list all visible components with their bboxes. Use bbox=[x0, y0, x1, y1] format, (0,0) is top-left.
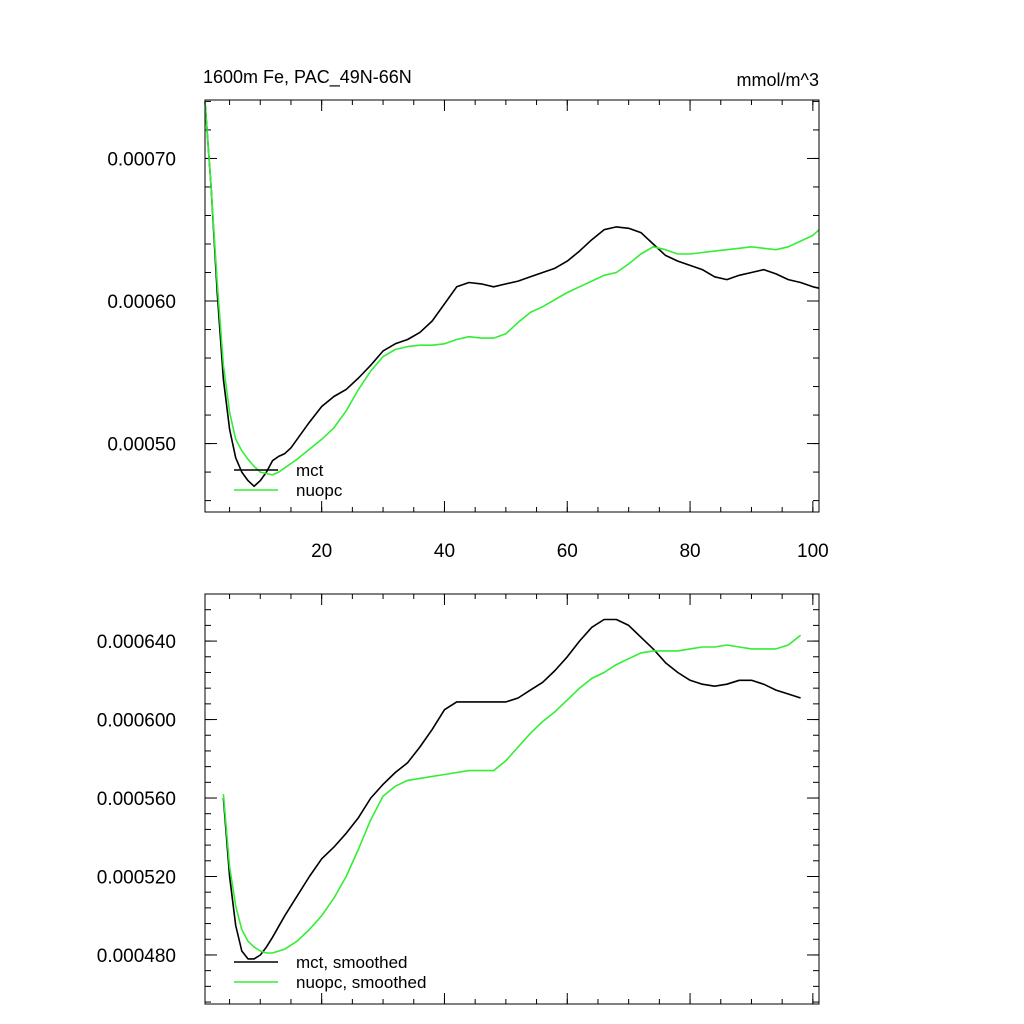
legend-label-mct-smoothed: mct, smoothed bbox=[296, 953, 408, 972]
series-line-nuopc-smoothed bbox=[222, 634, 802, 954]
top-x-tick-label: 20 bbox=[311, 541, 332, 562]
top-chart-ticks: 20 40 60 80 100 0.00050 0.00060 0.00070 bbox=[107, 100, 829, 562]
bottom-y-tick-label: 0.000640 bbox=[97, 632, 176, 653]
top-y-tick-label: 0.00060 bbox=[107, 292, 176, 313]
top-chart-frame bbox=[204, 99, 820, 513]
series-line-nuopc bbox=[204, 101, 820, 476]
top-chart-panel: 1600m Fe, PAC_49N-66N mmol/m^3 20 40 60 80 1… bbox=[107, 67, 828, 562]
series-line-mct-smoothed bbox=[222, 618, 801, 960]
bottom-chart-ticks: 0.000480 0.000520 0.000560 0.000600 0.000640 bbox=[97, 593, 819, 1004]
series-line-mct bbox=[204, 101, 820, 488]
bottom-y-tick-label: 0.000600 bbox=[97, 711, 176, 732]
top-y-tick-label: 0.00050 bbox=[107, 435, 176, 456]
top-chart-legend: mct nuopc bbox=[234, 461, 343, 500]
top-chart-series bbox=[204, 101, 820, 488]
legend-label-nuopc: nuopc bbox=[296, 481, 343, 500]
top-x-tick-label: 100 bbox=[797, 541, 829, 562]
top-x-tick-label: 40 bbox=[434, 541, 455, 562]
legend-label-mct: mct bbox=[296, 461, 324, 480]
bottom-y-tick-label: 0.000480 bbox=[97, 946, 176, 967]
top-chart-title: 1600m Fe, PAC_49N-66N bbox=[203, 67, 412, 88]
top-x-tick-label: 60 bbox=[557, 541, 578, 562]
top-x-tick-label: 80 bbox=[679, 541, 700, 562]
bottom-chart-frame bbox=[204, 593, 820, 1005]
bottom-y-tick-label: 0.000520 bbox=[97, 867, 176, 888]
bottom-chart-legend: mct, smoothed nuopc, smoothed bbox=[234, 953, 426, 992]
bottom-chart-panel: 0.000480 0.000520 0.000560 0.000600 0.000640… bbox=[97, 593, 820, 1005]
top-y-tick-label: 0.00070 bbox=[107, 149, 176, 170]
legend-label-nuopc-smoothed: nuopc, smoothed bbox=[296, 973, 426, 992]
bottom-chart-series bbox=[222, 618, 802, 960]
bottom-y-tick-label: 0.000560 bbox=[97, 789, 176, 810]
top-chart-units: mmol/m^3 bbox=[737, 70, 819, 90]
